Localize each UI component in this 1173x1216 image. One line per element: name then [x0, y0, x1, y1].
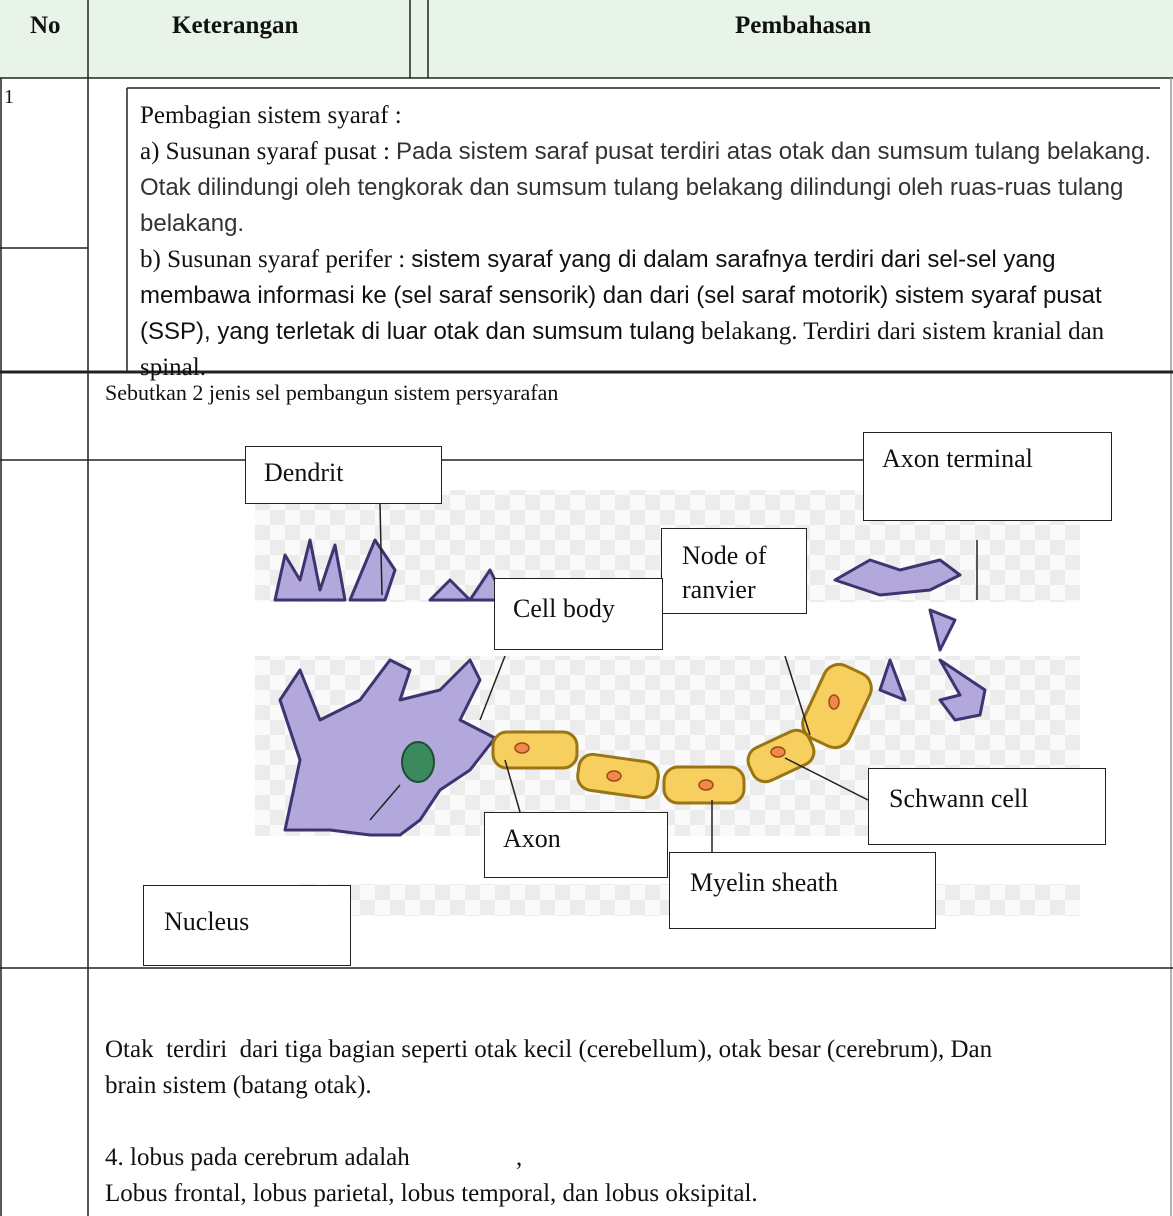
- leader-lines: [369, 503, 978, 852]
- label-node: Node of ranvier: [661, 528, 807, 614]
- item: a) Susunan syaraf pusat : Pada sistem sa…: [140, 134, 1155, 242]
- question: Sebutkan 2 jenis sel pembangun sistem pe…: [105, 380, 559, 405]
- item-text: sistem syaraf yang di dalam sarafnya ter…: [140, 246, 1102, 345]
- item-tail: belakang. Terdiri dari sistem kranial da…: [140, 318, 1105, 381]
- header-bg: [0, 0, 1173, 78]
- header-no: No: [30, 12, 61, 39]
- myelin-nuclei: [514, 694, 840, 791]
- label-cell-body: Cell body: [494, 578, 663, 650]
- paragraph: Lobus frontal, lobus parietal, lobus tem…: [105, 1180, 758, 1207]
- row-number: 1: [4, 86, 14, 108]
- header-keterangan: Keterangan: [172, 12, 299, 39]
- label-dendrit: Dendrit: [245, 446, 442, 504]
- nucleus-shape: [401, 741, 435, 783]
- item-label: a) Susunan syaraf pusat :: [140, 138, 390, 165]
- label-nucleus: Nucleus: [143, 885, 351, 966]
- label-myelin: Myelin sheath: [669, 852, 936, 929]
- label-schwann: Schwann cell: [868, 768, 1106, 845]
- label-axon: Axon: [484, 812, 668, 878]
- title: Pembagian sistem syaraf :: [140, 102, 402, 129]
- paragraph: 4. lobus pada cerebrum adalah ,: [105, 1144, 523, 1171]
- item: b) Susunan syaraf perifer : sistem syara…: [140, 242, 1155, 386]
- row-content: Pembagian sistem syaraf : a) Susunan sya…: [140, 98, 1155, 386]
- neuron: [273, 538, 987, 837]
- item-label: b) Susunan syaraf perifer :: [140, 246, 406, 273]
- header-pembahasan: Pembahasan: [735, 12, 872, 39]
- label-axon-terminal: Axon terminal: [863, 432, 1112, 521]
- paragraph: Otak terdiri dari tiga bagian seperti ot…: [105, 1036, 999, 1099]
- item-text: Pada sistem saraf pusat terdiri atas ota…: [140, 138, 1152, 237]
